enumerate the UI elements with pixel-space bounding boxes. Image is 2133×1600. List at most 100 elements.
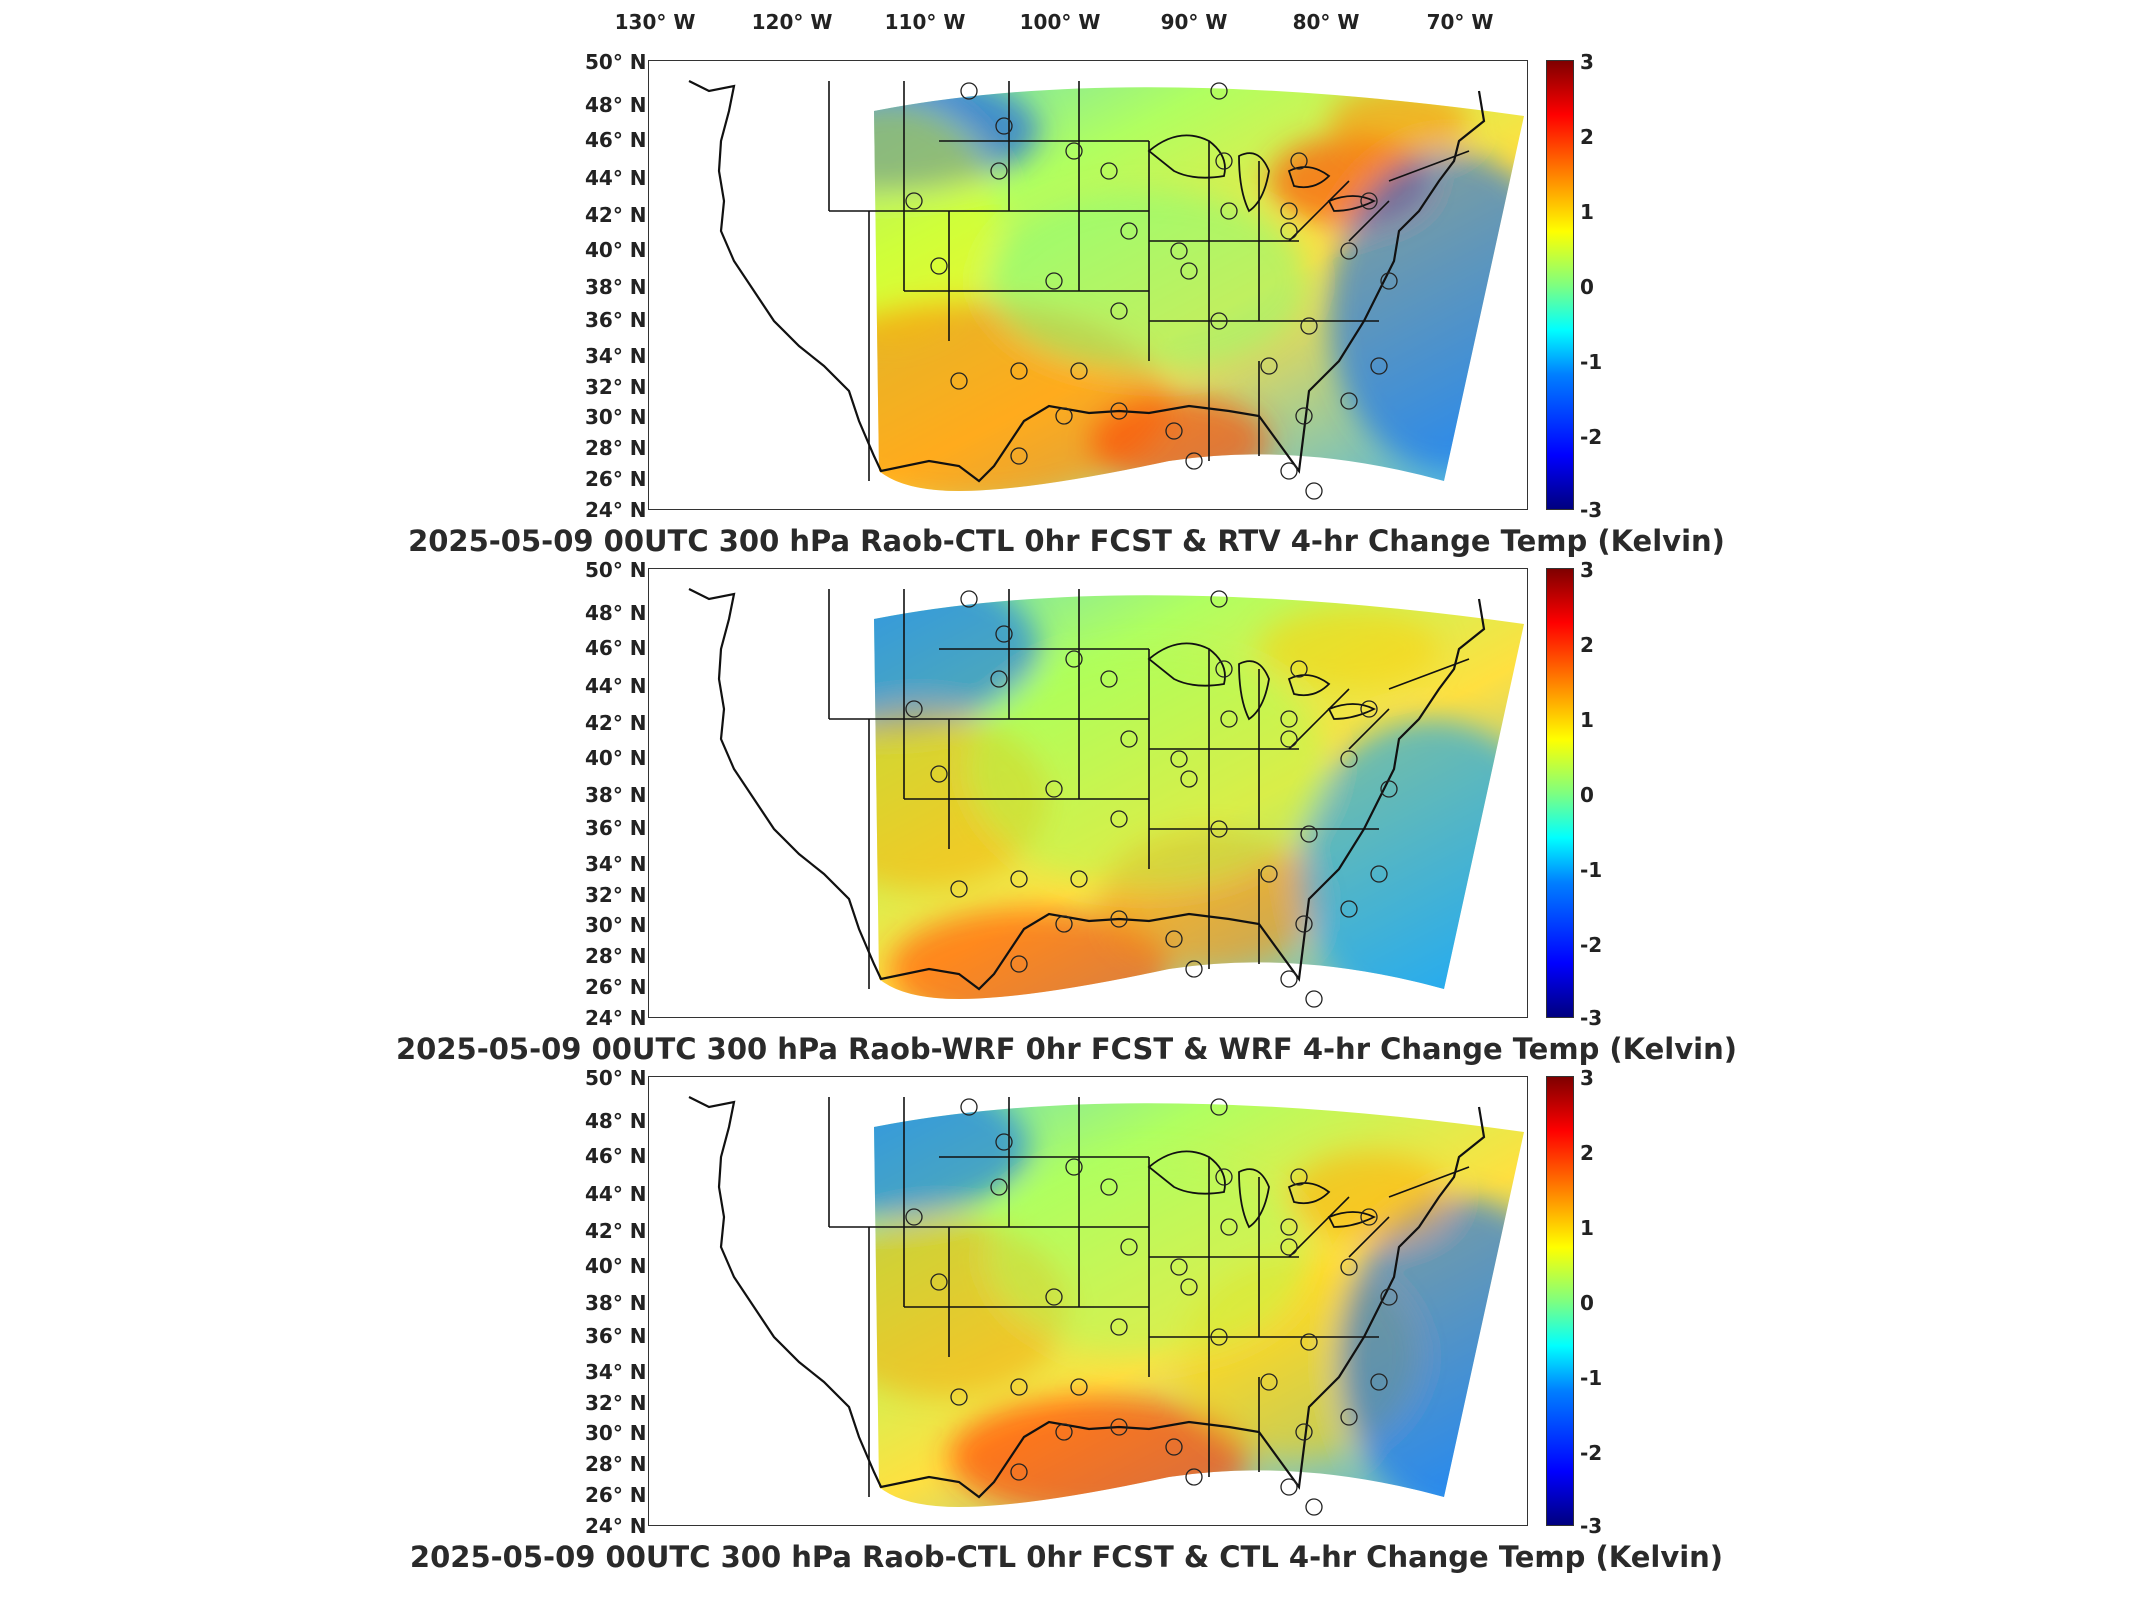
lake-outline xyxy=(1287,1182,1331,1205)
lat-label: 38° N xyxy=(585,275,647,299)
lat-label: 34° N xyxy=(585,1360,647,1384)
raob-station-marker xyxy=(1120,222,1138,240)
longitude-axis: 130° W 120° W 110° W 100° W 90° W 80° W … xyxy=(0,0,2133,40)
raob-station-marker xyxy=(1210,1328,1228,1346)
raob-station-marker xyxy=(1220,202,1238,220)
lat-label: 30° N xyxy=(585,913,647,937)
field-anomaly xyxy=(889,909,1169,999)
raob-station-marker xyxy=(1010,447,1028,465)
map-panel-2: 50° N 48° N 46° N 44° N 42° N 40° N 38° N 36° N… xyxy=(0,558,2133,1078)
raob-station-marker xyxy=(1260,357,1278,375)
lat-label: 44° N xyxy=(585,1182,647,1206)
map-canvas xyxy=(688,1096,1524,1516)
raob-station-marker xyxy=(1045,780,1063,798)
field-anomaly xyxy=(1089,396,1269,486)
map-frame xyxy=(648,1076,1528,1526)
colorbar-tick: 3 xyxy=(1580,50,1594,74)
raob-station-marker xyxy=(1110,302,1128,320)
raob-station-marker xyxy=(1070,870,1088,888)
map-canvas xyxy=(688,588,1524,1008)
colorbar-tick: -2 xyxy=(1580,1441,1603,1465)
raob-station-marker xyxy=(1370,1373,1388,1391)
raob-station-marker xyxy=(1295,407,1313,425)
colorbar-tick: 0 xyxy=(1580,275,1594,299)
raob-station-marker xyxy=(1180,1278,1198,1296)
lat-label: 26° N xyxy=(585,975,647,999)
lake-outline xyxy=(1238,660,1270,721)
raob-station-marker xyxy=(1100,670,1118,688)
lat-label: 42° N xyxy=(585,711,647,735)
lon-label: 80° W xyxy=(1292,10,1360,34)
raob-station-marker xyxy=(1110,810,1128,828)
colorbar-tick: -1 xyxy=(1580,1366,1603,1390)
panel-title: 2025-05-09 00UTC 300 hPa Raob-CTL 0hr FC… xyxy=(409,1540,1724,1574)
colorbar-tick: 0 xyxy=(1580,783,1594,807)
coastline xyxy=(688,1096,1486,1499)
raob-station-marker xyxy=(905,1208,923,1226)
raob-station-marker xyxy=(990,670,1008,688)
raob-station-marker xyxy=(1070,362,1088,380)
raob-station-marker xyxy=(1185,960,1203,978)
raob-station-marker xyxy=(1010,362,1028,380)
lat-label: 36° N xyxy=(585,1324,647,1348)
field-anomaly xyxy=(1329,87,1469,156)
lake-outline xyxy=(1238,152,1270,213)
raob-station-marker xyxy=(1360,1208,1378,1226)
raob-station-marker xyxy=(1100,1178,1118,1196)
lat-label: 32° N xyxy=(585,1391,647,1415)
lon-label: 100° W xyxy=(1019,10,1101,34)
raob-station-marker xyxy=(1220,710,1238,728)
colorbar-tick: -1 xyxy=(1580,350,1603,374)
colorbar-tick: 2 xyxy=(1580,1141,1594,1165)
raob-station-marker xyxy=(1110,402,1128,420)
raob-station-marker xyxy=(1070,1378,1088,1396)
raob-station-marker xyxy=(1295,915,1313,933)
colorbar-tick: 2 xyxy=(1580,633,1594,657)
raob-station-marker xyxy=(1210,820,1228,838)
map-panel-3: 50° N 48° N 46° N 44° N 42° N 40° N 38° N 36° N… xyxy=(0,1066,2133,1586)
raob-station-marker xyxy=(1045,272,1063,290)
raob-station-marker xyxy=(1380,780,1398,798)
raob-station-marker xyxy=(1180,262,1198,280)
colorbar xyxy=(1546,568,1574,1018)
lat-label: 40° N xyxy=(585,1254,647,1278)
raob-station-marker xyxy=(1055,407,1073,425)
colorbar-tick: 1 xyxy=(1580,1216,1594,1240)
lat-label: 42° N xyxy=(585,1219,647,1243)
lat-label: 24° N xyxy=(585,1006,647,1030)
lon-label: 90° W xyxy=(1160,10,1228,34)
raob-station-marker xyxy=(960,82,978,100)
raob-station-marker xyxy=(1280,970,1298,988)
lat-label: 32° N xyxy=(585,883,647,907)
colorbar xyxy=(1546,1076,1574,1526)
raob-station-marker xyxy=(930,765,948,783)
lat-label: 42° N xyxy=(585,203,647,227)
map-canvas xyxy=(688,80,1524,500)
lat-label: 34° N xyxy=(585,852,647,876)
lat-label: 38° N xyxy=(585,783,647,807)
raob-station-marker xyxy=(1280,710,1298,728)
map-frame xyxy=(648,568,1528,1018)
map-panel-1: 50° N 48° N 46° N 44° N 42° N 40° N 38° N 36° N… xyxy=(0,50,2133,570)
raob-station-marker xyxy=(1215,1168,1233,1186)
lat-label: 38° N xyxy=(585,1291,647,1315)
raob-station-marker xyxy=(1165,1438,1183,1456)
raob-station-marker xyxy=(1170,750,1188,768)
raob-station-marker xyxy=(1380,272,1398,290)
colorbar-tick: 3 xyxy=(1580,558,1594,582)
raob-station-marker xyxy=(1045,1288,1063,1306)
lat-label: 40° N xyxy=(585,238,647,262)
raob-station-marker xyxy=(1290,1168,1308,1186)
lat-label: 26° N xyxy=(585,1483,647,1507)
colorbar-tick: -2 xyxy=(1580,933,1603,957)
raob-station-marker xyxy=(1055,915,1073,933)
colorbar-tick: -3 xyxy=(1580,1006,1603,1030)
raob-station-marker xyxy=(1305,1498,1323,1516)
lake-outline xyxy=(1238,1168,1270,1229)
raob-station-marker xyxy=(1280,1218,1298,1236)
raob-station-marker xyxy=(1110,1318,1128,1336)
raob-station-marker xyxy=(1370,357,1388,375)
raob-station-marker xyxy=(995,117,1013,135)
lat-label: 28° N xyxy=(585,944,647,968)
raob-station-marker xyxy=(1110,910,1128,928)
